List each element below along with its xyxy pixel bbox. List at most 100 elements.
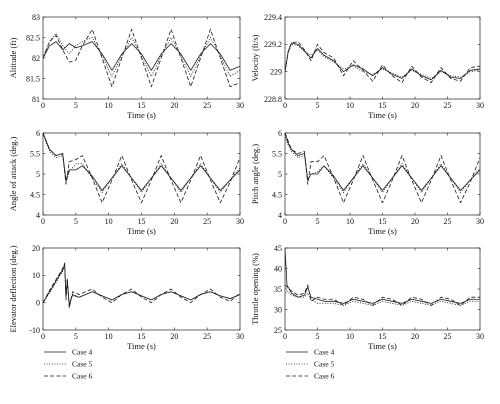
series-line-case-6 — [285, 284, 480, 306]
x-tick-label: 0 — [283, 217, 287, 226]
x-tick-label: 25 — [203, 217, 211, 226]
x-tick-label: 10 — [105, 332, 113, 341]
x-tick-label: 0 — [283, 332, 287, 341]
x-tick-label: 25 — [203, 101, 211, 110]
y-axis-label: Velocity (ft/s) — [250, 34, 260, 81]
series-line-case-5 — [285, 290, 480, 306]
chart-velocity: 0 5 10 15 20 25 30 228.8 229 229.2 229.4 Time (s) Ve… — [250, 13, 484, 120]
y-tick-label: 5.5 — [30, 149, 40, 158]
x-tick-label: 25 — [444, 332, 452, 341]
x-tick-label: 30 — [476, 101, 484, 110]
y-tick-label: 5.5 — [272, 149, 282, 158]
x-axis-label: Time (s) — [127, 341, 156, 351]
y-tick-label: 83 — [32, 13, 40, 22]
x-tick-label: 20 — [170, 217, 178, 226]
y-tick-label: 4.5 — [30, 190, 40, 199]
x-tick-label: 0 — [41, 101, 45, 110]
y-tick-label: 5 — [36, 170, 40, 179]
x-tick-label: 15 — [138, 217, 146, 226]
legend-label: Case 4 — [314, 348, 334, 357]
y-tick-label: 45 — [274, 244, 282, 253]
y-tick-label: 229.2 — [264, 40, 282, 49]
y-axis-label: Elevator deflection (deg.) — [8, 245, 18, 332]
legend-label: Case 5 — [72, 360, 92, 369]
x-tick-label: 5 — [316, 332, 320, 341]
y-tick-label: 4.5 — [272, 190, 282, 199]
y-tick-label: 35 — [274, 285, 282, 294]
chart-throttle-opening: 0 5 10 15 20 25 30 25 30 35 40 45 Time (s) Throttle o… — [250, 244, 484, 351]
series-line-case-6 — [285, 41, 480, 83]
x-tick-label: 0 — [283, 101, 287, 110]
y-tick-label: 0 — [36, 298, 40, 307]
legend-label: Case 6 — [314, 372, 334, 381]
y-tick-label: 81 — [32, 95, 40, 104]
series-line-case-5 — [43, 32, 240, 77]
y-axis-label: Pitch angle (deg.) — [250, 144, 260, 204]
series-line-case-6 — [43, 133, 240, 204]
y-tick-label: 82 — [32, 54, 40, 63]
x-axis-label: Time (s) — [368, 341, 397, 351]
x-tick-label: 5 — [74, 217, 78, 226]
x-tick-label: 5 — [316, 101, 320, 110]
x-axis-label: Time (s) — [368, 110, 397, 120]
x-tick-label: 15 — [379, 332, 387, 341]
x-tick-label: 15 — [138, 101, 146, 110]
x-axis-label: Time (s) — [127, 110, 156, 120]
x-tick-label: 20 — [411, 101, 419, 110]
x-tick-label: 10 — [346, 217, 354, 226]
y-tick-label: 4 — [278, 211, 282, 220]
x-tick-label: 10 — [346, 332, 354, 341]
y-tick-label: 228.8 — [264, 95, 282, 104]
legend-label: Case 6 — [72, 372, 92, 381]
y-axis-label: Angle of attack (deg.) — [8, 137, 18, 212]
y-tick-label: 229.4 — [264, 13, 282, 22]
x-tick-label: 30 — [236, 217, 244, 226]
x-tick-label: 25 — [444, 217, 452, 226]
y-tick-label: 40 — [274, 264, 282, 273]
series-line-case-6 — [43, 28, 240, 88]
x-tick-label: 20 — [411, 332, 419, 341]
x-tick-label: 25 — [444, 101, 452, 110]
series-line-case-4 — [285, 133, 480, 191]
series-line-case-5 — [285, 43, 480, 79]
chart-angle-of-attack: 0 5 10 15 20 25 30 4 4.5 5 5.5 6 Time (s) Angle of at… — [8, 129, 244, 236]
series-line-case-6 — [285, 133, 480, 204]
x-tick-label: 5 — [74, 332, 78, 341]
legend-label: Case 4 — [72, 348, 92, 357]
legend-label: Case 5 — [314, 360, 334, 369]
x-tick-label: 0 — [41, 217, 45, 226]
series-line-case-5 — [285, 136, 480, 193]
x-tick-label: 20 — [170, 101, 178, 110]
x-tick-label: 15 — [138, 332, 146, 341]
x-tick-label: 30 — [476, 332, 484, 341]
chart-altitude: 0 5 10 15 20 25 30 81 81.5 82 82.5 83 Time (s) Altitu… — [8, 13, 244, 120]
x-tick-label: 5 — [74, 101, 78, 110]
y-tick-label: 20 — [32, 244, 40, 253]
legend: Case 4 Case 5 Case 6 — [44, 348, 92, 381]
legend: Case 4 Case 5 Case 6 — [286, 348, 334, 381]
x-tick-label: 10 — [105, 101, 113, 110]
x-tick-label: 10 — [346, 101, 354, 110]
x-axis-label: Time (s) — [368, 226, 397, 236]
y-tick-label: 229 — [270, 67, 282, 76]
x-tick-label: 15 — [379, 217, 387, 226]
series-line-case-4 — [43, 133, 240, 191]
x-tick-label: 25 — [203, 332, 211, 341]
y-tick-label: 6 — [36, 129, 40, 138]
x-axis-label: Time (s) — [127, 226, 156, 236]
y-tick-label: -10 — [29, 326, 40, 335]
y-tick-label: 4 — [36, 211, 40, 220]
y-tick-label: 5 — [278, 170, 282, 179]
x-tick-label: 10 — [105, 217, 113, 226]
chart-pitch-angle: 0 5 10 15 20 25 30 4 4.5 5 5.5 6 Time (s) Pitch angle… — [250, 129, 484, 236]
x-tick-label: 0 — [41, 332, 45, 341]
series-line-case-5 — [43, 133, 240, 193]
x-tick-label: 30 — [236, 101, 244, 110]
x-tick-label: 20 — [411, 217, 419, 226]
plot-frame — [284, 16, 481, 100]
x-tick-label: 30 — [476, 217, 484, 226]
plot-frame — [284, 247, 481, 331]
x-tick-label: 20 — [170, 332, 178, 341]
